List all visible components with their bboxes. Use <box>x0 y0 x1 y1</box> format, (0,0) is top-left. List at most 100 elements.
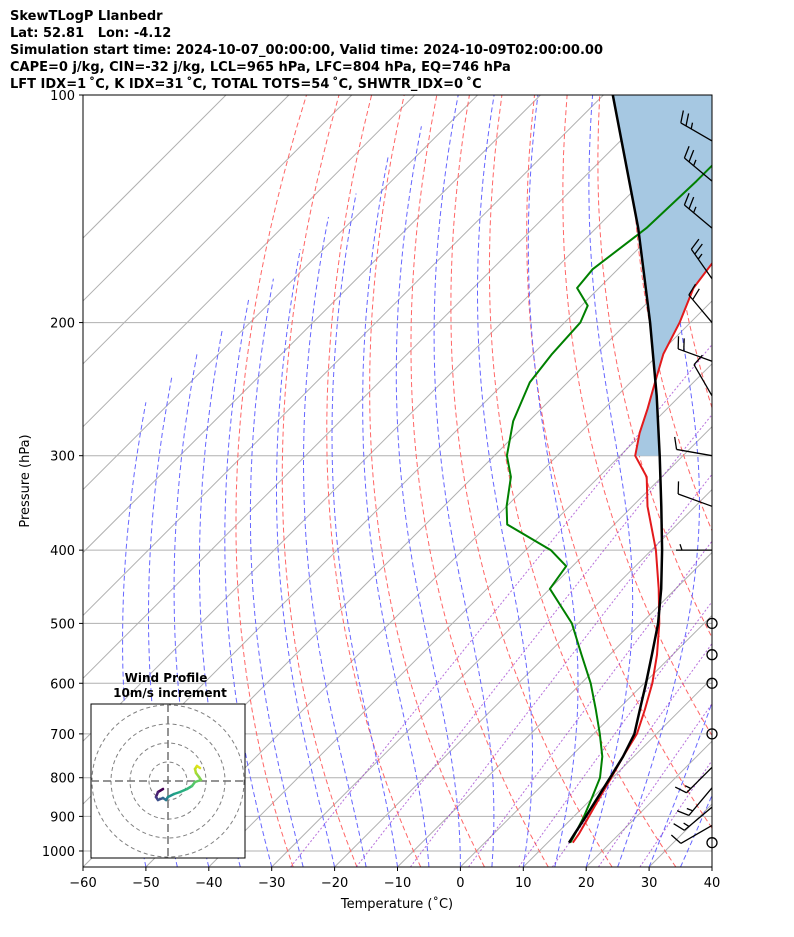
wind-barb <box>683 192 713 229</box>
y-tick-label: 100 <box>50 89 75 104</box>
x-tick-label: −40 <box>195 876 222 891</box>
wind-barb <box>674 436 713 457</box>
simulation-times: Simulation start time: 2024-10-07_00:00:… <box>10 43 603 58</box>
wind-barb <box>676 543 712 551</box>
moist-adiabat <box>433 95 495 867</box>
chart-title: SkewTLogP Llanbedr <box>10 9 163 24</box>
y-tick-label: 900 <box>50 810 75 825</box>
wind-barb <box>690 238 713 280</box>
isotherm <box>83 95 604 617</box>
x-tick-label: −50 <box>132 876 159 891</box>
moist-adiabat <box>527 95 579 867</box>
isotherm <box>522 677 712 867</box>
stability-indices-1: CAPE=0 j/kg, CIN=-32 j/kg, LCL=965 hPa, … <box>10 60 511 75</box>
hodograph-trace-segment <box>178 787 189 794</box>
x-axis-label: Temperature (˚C) <box>340 896 453 912</box>
isotherm <box>83 95 478 491</box>
dry-adiabat <box>597 95 712 639</box>
isotherm <box>334 488 712 867</box>
isotherm <box>83 95 227 239</box>
isotherm <box>83 95 353 365</box>
x-tick-label: −10 <box>384 876 411 891</box>
hodograph-title: Wind Profile <box>125 671 208 685</box>
dry-adiabat <box>281 95 358 867</box>
isotherm <box>83 95 667 680</box>
isotherm <box>145 300 712 867</box>
location-coords: Lat: 52.81 Lon: -4.12 <box>10 26 172 41</box>
dry-adiabat <box>763 95 794 867</box>
x-tick-label: −20 <box>321 876 348 891</box>
hodograph-trace-segment <box>195 764 202 770</box>
y-tick-label: 300 <box>50 450 75 465</box>
cape-fill <box>612 95 712 456</box>
wind-barb <box>674 766 713 794</box>
isotherm <box>83 95 541 554</box>
y-tick-label: 700 <box>50 728 75 743</box>
moist-adiabat <box>276 249 336 867</box>
mixing-ratio-line <box>639 759 712 867</box>
mixing-ratio-line <box>597 702 712 867</box>
stability-indices-2: LFT IDX=1 ˚C, K IDX=31 ˚C, TOTAL TOTS=54… <box>10 77 482 92</box>
parcel-profile <box>567 95 664 844</box>
y-tick-label: 200 <box>50 317 75 332</box>
y-tick-label: 400 <box>50 544 75 559</box>
x-tick-label: 0 <box>456 876 464 891</box>
wind-barb <box>673 806 713 831</box>
x-tick-label: 40 <box>704 876 721 891</box>
moist-adiabat <box>711 865 712 867</box>
mixing-ratio-line <box>518 600 712 867</box>
dry-adiabat <box>410 95 549 867</box>
moist-adiabat <box>303 216 367 867</box>
x-tick-label: −60 <box>69 876 96 891</box>
dry-adiabat <box>526 95 712 829</box>
mixing-ratio-line <box>355 413 712 867</box>
moist-adiabat <box>331 193 398 867</box>
y-axis-label: Pressure (hPa) <box>18 434 33 527</box>
moist-adiabat <box>122 402 147 867</box>
dry-adiabat <box>730 95 794 867</box>
y-tick-label: 500 <box>50 617 75 632</box>
chart-header: SkewTLogP Llanbedr Lat: 52.81 Lon: -4.12… <box>10 8 603 93</box>
mixing-ratio-line <box>290 343 712 867</box>
moist-adiabat <box>617 95 701 867</box>
isotherm <box>460 614 712 867</box>
moist-adiabat <box>362 154 430 867</box>
isotherm <box>397 551 712 867</box>
x-tick-label: −30 <box>258 876 285 891</box>
y-tick-label: 600 <box>50 677 75 692</box>
moist-adiabat <box>249 278 304 867</box>
hodograph-inset: Wind Profile 10m/s increment <box>90 671 246 859</box>
dewpoint-profile <box>505 164 712 844</box>
dry-adiabat <box>369 95 485 867</box>
moist-adiabat <box>585 95 634 867</box>
isotherm <box>271 425 712 867</box>
wind-barb <box>676 787 713 817</box>
mixing-ratio-line <box>468 540 712 867</box>
wind-barb <box>683 145 713 182</box>
moist-adiabat <box>173 353 210 867</box>
isotherm <box>83 111 712 742</box>
dry-adiabat <box>326 95 422 867</box>
y-tick-label: 1000 <box>42 845 75 860</box>
wind-barb <box>677 336 713 362</box>
x-tick-label: 20 <box>578 876 595 891</box>
x-tick-label: 30 <box>641 876 658 891</box>
moist-adiabat <box>648 701 712 867</box>
dry-adiabat <box>562 95 712 737</box>
wind-barb <box>680 110 713 142</box>
moist-adiabat <box>395 126 461 867</box>
wind-barb <box>670 824 713 844</box>
wind-barb <box>688 283 713 323</box>
isotherm <box>83 95 416 428</box>
dry-adiabat <box>235 95 307 867</box>
isotherm <box>83 95 290 302</box>
dry-adiabat <box>450 95 613 867</box>
x-tick-label: 10 <box>515 876 532 891</box>
isotherm <box>711 866 712 867</box>
dry-adiabat <box>488 95 677 867</box>
y-tick-label: 800 <box>50 772 75 787</box>
mixing-ratio-line <box>409 473 712 867</box>
wind-barb <box>693 354 713 397</box>
hodograph-subtitle: 10m/s increment <box>113 686 227 700</box>
